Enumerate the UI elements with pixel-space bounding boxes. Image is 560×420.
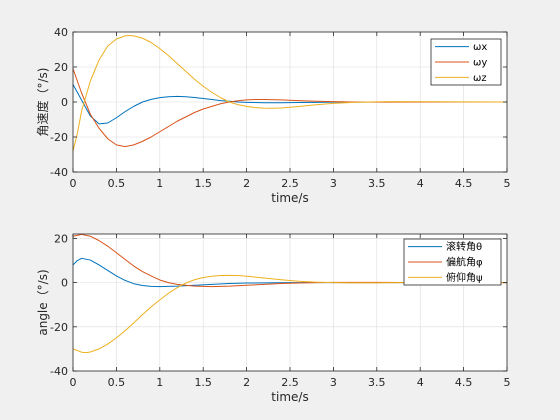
x-tick-label: 3: [330, 376, 337, 389]
x-tick-label: 5: [504, 376, 511, 389]
x-tick-label: 3.5: [368, 177, 386, 190]
series-line-1: [72, 84, 507, 125]
y-tick-label: 20: [54, 232, 68, 245]
x-tick-label: 0.5: [108, 177, 126, 190]
y-tick-label: -40: [50, 166, 68, 179]
top-axes: 0 0.5 1 1.5 2 2.5 3 3.5 4 4.5 5 -40 -20 0 20 40 time/s 角速…: [35, 26, 511, 205]
x-axis-title: time/s: [271, 191, 308, 205]
y-tick-label: 0: [61, 96, 68, 109]
legend-label-2: 偏航角φ: [446, 256, 483, 269]
bottom-axes: 0 0.5 1 1.5 2 2.5 3 3.5 4 4.5 5 -40 -20 0 20 time/s angl…: [36, 232, 511, 404]
x-tick-label: 2: [243, 177, 250, 190]
series-line-1: [72, 257, 507, 288]
x-tick-label: 1: [156, 376, 163, 389]
series-line-3: [72, 35, 508, 152]
y-axis-title: 角速度（°/s): [35, 68, 50, 137]
series-line-2: [72, 68, 507, 148]
x-tick-label: 3.5: [368, 376, 386, 389]
x-tick-label: 4: [417, 376, 424, 389]
legend-label-3: 俯仰角ψ: [446, 271, 483, 284]
y-tick-label: 20: [54, 61, 68, 74]
legend-label-1: ωx: [473, 42, 487, 53]
x-tick-label: 0.5: [108, 376, 126, 389]
x-tick-label: 1: [156, 177, 163, 190]
x-tick-label: 5: [504, 177, 511, 190]
x-tick-label: 2.5: [281, 177, 299, 190]
legend-label-3: ωz: [473, 73, 487, 84]
y-tick-label: -20: [50, 131, 68, 144]
y-tick-label: 40: [54, 26, 68, 39]
x-tick-label: 4.5: [455, 177, 473, 190]
x-tick-label: 2: [243, 376, 250, 389]
y-tick-label: 0: [61, 277, 68, 290]
x-tick-label: 0: [70, 376, 77, 389]
series-line-3: [72, 274, 507, 354]
x-tick-label: 4.5: [455, 376, 473, 389]
x-tick-label: 1.5: [194, 177, 212, 190]
x-tick-label: 3: [330, 177, 337, 190]
x-tick-label: 1.5: [194, 376, 212, 389]
y-tick-label: -20: [50, 321, 68, 334]
y-tick-label: -40: [50, 365, 68, 378]
x-tick-label: 2.5: [281, 376, 299, 389]
x-tick-label: 4: [417, 177, 424, 190]
legend-label-2: ωy: [473, 58, 487, 69]
legend: 滚转角θ 偏航角φ 俯仰角ψ: [403, 238, 502, 286]
y-axis-title: angle（°/s): [36, 269, 50, 335]
x-tick-label: 0: [70, 177, 77, 190]
legend: ωx ωy ωz: [430, 38, 502, 86]
x-axis-title: time/s: [271, 390, 308, 404]
legend-label-1: 滚转角θ: [446, 240, 482, 253]
